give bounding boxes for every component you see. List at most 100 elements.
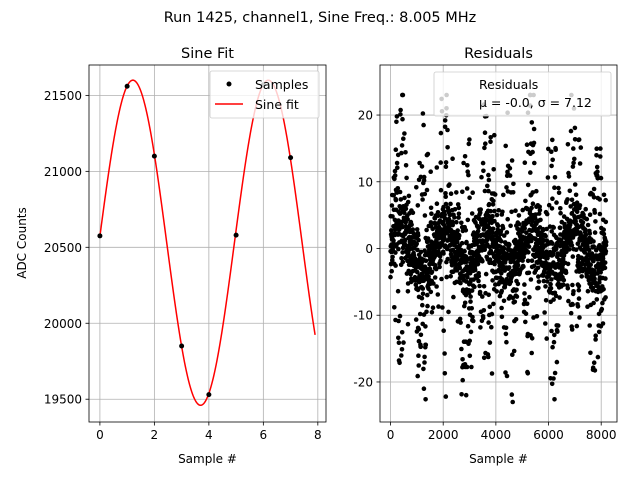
y-tick-label: -10	[353, 309, 373, 323]
residuals-legend: Residuals μ = -0.0, σ = 7.12	[433, 71, 612, 117]
residual-point	[591, 186, 597, 192]
residual-point	[571, 146, 576, 151]
residual-point	[402, 131, 407, 136]
residual-point	[494, 212, 500, 218]
residual-point	[433, 263, 438, 268]
residuals-xlabel: Sample #	[469, 452, 528, 466]
residual-point	[522, 297, 528, 303]
residual-point	[509, 209, 514, 215]
sine-fit-title: Sine Fit	[181, 46, 234, 62]
residual-point	[505, 216, 511, 222]
residual-point	[417, 160, 422, 166]
residual-point	[490, 230, 495, 235]
residual-point	[491, 167, 497, 172]
residual-point	[460, 377, 466, 383]
residual-point	[548, 285, 554, 291]
residual-point	[405, 199, 411, 205]
residual-point	[594, 153, 599, 158]
residual-point	[572, 156, 577, 162]
residual-point	[395, 165, 400, 170]
x-tick-label: 6000	[533, 428, 564, 442]
residual-point	[419, 164, 425, 169]
residual-point	[436, 304, 441, 309]
residual-point	[465, 217, 471, 223]
residual-point	[392, 305, 397, 310]
residual-point	[531, 263, 537, 269]
y-tick-label: 10	[358, 175, 373, 189]
residual-point	[501, 192, 506, 198]
residual-point	[591, 195, 597, 200]
residual-point	[483, 271, 489, 277]
residual-point	[587, 231, 593, 236]
residual-point	[486, 354, 491, 360]
residual-point	[552, 175, 558, 180]
residual-point	[470, 256, 476, 262]
residual-point	[553, 293, 559, 299]
residual-point	[405, 289, 411, 294]
residual-point	[398, 107, 403, 113]
residual-point	[455, 228, 461, 233]
residual-point	[459, 220, 464, 226]
residual-point	[577, 203, 583, 208]
residual-point	[515, 262, 521, 268]
residual-point	[393, 250, 398, 255]
residual-point	[486, 320, 491, 325]
residual-point	[423, 258, 429, 264]
residual-point	[464, 364, 470, 370]
residual-point	[543, 284, 548, 289]
residual-point	[545, 279, 550, 284]
residual-point	[442, 351, 447, 356]
residual-point	[528, 277, 534, 282]
residual-point	[420, 197, 425, 202]
residual-point	[422, 360, 427, 365]
residual-point	[523, 198, 528, 204]
residual-point	[515, 281, 521, 287]
residual-point	[496, 208, 502, 213]
residual-point	[602, 265, 608, 271]
sine-fit-line	[99, 79, 316, 407]
sine-fit-axes: Sine Fit Sample # ADC Counts 0 2 4 6 8 19500 2…	[15, 46, 327, 466]
residual-point	[486, 188, 491, 194]
residual-point	[598, 269, 603, 275]
residual-point	[467, 353, 473, 359]
sample-point	[97, 233, 103, 239]
residual-point	[576, 287, 582, 293]
residual-point	[440, 305, 445, 310]
residual-point	[465, 163, 470, 168]
residual-point	[557, 225, 563, 231]
residual-point	[583, 232, 589, 238]
residual-point	[534, 188, 539, 194]
residual-point	[556, 190, 562, 195]
residual-point	[530, 218, 535, 224]
residual-point	[442, 371, 448, 376]
residual-point	[567, 188, 573, 194]
residual-point	[422, 213, 428, 218]
sample-point	[233, 232, 239, 238]
residual-point	[481, 355, 487, 361]
residual-point	[490, 202, 496, 207]
residual-point	[602, 260, 608, 265]
residual-point	[433, 266, 439, 272]
residual-point	[526, 216, 532, 221]
residual-point	[486, 201, 492, 207]
residual-point	[428, 205, 434, 211]
residual-point	[598, 154, 603, 159]
residual-point	[598, 175, 604, 181]
residual-point	[481, 308, 487, 313]
residual-point	[603, 219, 609, 225]
residual-point	[528, 170, 533, 175]
residual-point	[568, 310, 574, 316]
residual-point	[576, 283, 582, 289]
residual-point	[591, 360, 597, 366]
y-tick-label: 20000	[44, 317, 82, 331]
residual-point	[594, 297, 600, 302]
residual-point	[492, 132, 497, 138]
residual-point	[572, 182, 578, 187]
residual-point	[529, 120, 535, 125]
residual-point	[455, 202, 461, 207]
residual-point	[391, 238, 396, 243]
residual-point	[489, 324, 494, 330]
residual-point	[534, 314, 540, 319]
residual-point	[544, 336, 549, 341]
residual-point	[431, 281, 436, 286]
